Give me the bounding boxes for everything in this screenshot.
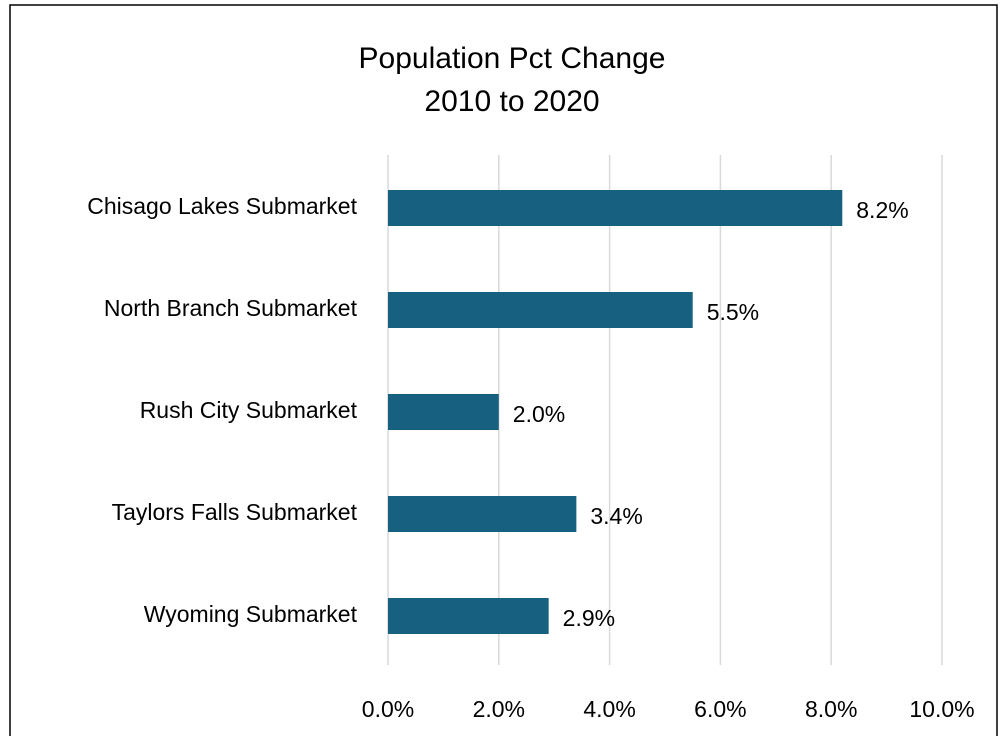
- y-tick-label: Chisago Lakes Submarket: [87, 193, 357, 219]
- x-tick-label: 0.0%: [362, 696, 414, 722]
- data-label: 3.4%: [590, 503, 642, 529]
- y-tick-label: Rush City Submarket: [140, 397, 358, 423]
- chart-title: Population Pct Change: [359, 42, 666, 75]
- chart-title: 2010 to 2020: [424, 85, 599, 118]
- x-tick-label: 4.0%: [583, 696, 635, 722]
- data-label: 5.5%: [707, 299, 759, 325]
- x-tick-label: 2.0%: [473, 696, 525, 722]
- bar: [388, 394, 499, 430]
- x-tick-label: 10.0%: [909, 696, 974, 722]
- bar: [388, 598, 549, 634]
- y-tick-label: Wyoming Submarket: [144, 601, 358, 627]
- data-label: 8.2%: [856, 197, 908, 223]
- bar: [388, 496, 577, 532]
- x-tick-label: 8.0%: [805, 696, 857, 722]
- y-tick-label: Taylors Falls Submarket: [112, 499, 358, 525]
- bar: [388, 292, 693, 328]
- data-label: 2.9%: [563, 605, 615, 631]
- data-label: 2.0%: [513, 401, 565, 427]
- bar: [388, 190, 843, 226]
- x-tick-label: 6.0%: [694, 696, 746, 722]
- y-tick-label: North Branch Submarket: [104, 295, 358, 321]
